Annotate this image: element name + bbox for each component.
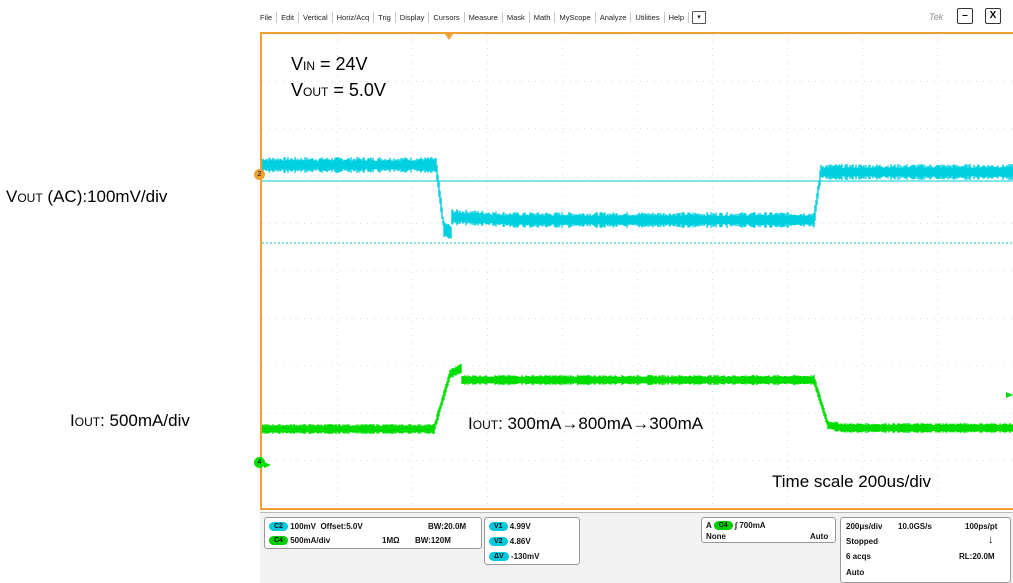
cursor-v1-value: 4.99V — [509, 522, 531, 531]
acq-mode: Auto — [846, 568, 865, 577]
trigger-source-badge: C4 — [713, 521, 733, 531]
menu-mask[interactable]: Mask — [503, 12, 530, 23]
status-panel: C2 100mV Offset:5.0V BW:20.0M C4 500mA/d… — [260, 512, 1013, 583]
menu-analyze[interactable]: Analyze — [596, 12, 632, 23]
trigger-slope-icon: ∫ — [734, 521, 738, 530]
menu-cursors[interactable]: Cursors — [429, 12, 465, 23]
menu-bar: File Edit Vertical Horiz/Acq Trig Displa… — [256, 9, 707, 26]
ch4-bandwidth: BW:120M — [415, 536, 451, 545]
cursor-v1-readout: V1 4.99V — [489, 522, 531, 532]
brand-logo: Tek — [929, 12, 944, 22]
cursor-delta-value: -130mV — [510, 552, 540, 561]
resolution: 100ps/pt — [965, 522, 998, 531]
menu-trig[interactable]: Trig — [374, 12, 396, 23]
menu-display[interactable]: Display — [396, 12, 430, 23]
minimize-button[interactable]: – — [957, 8, 973, 24]
graticule-grid — [262, 34, 1013, 508]
cursor-delta-readout: ΔV -130mV — [489, 552, 540, 562]
ch4-badge: C4 — [269, 536, 288, 546]
sample-rate: 10.0GS/s — [898, 522, 932, 531]
ch2-scale: 100mV — [290, 522, 316, 531]
cursor-v1-badge: V1 — [489, 522, 508, 532]
ch4-impedance: 1MΩ — [382, 536, 400, 545]
menu-dropdown-icon[interactable]: ▾ — [692, 11, 707, 24]
menu-help[interactable]: Help — [665, 12, 690, 23]
trigger-level-icon — [1006, 392, 1013, 398]
ch4-trace — [262, 364, 1013, 434]
cursor-v2-value: 4.86V — [509, 537, 531, 546]
menu-myscope[interactable]: MyScope — [555, 12, 596, 23]
trigger-level: 700mA — [739, 521, 766, 530]
trigger-readout-box[interactable]: A C4 ∫ 700mA None Auto — [701, 517, 836, 543]
ch2-badge: C2 — [269, 522, 288, 532]
acq-down-arrow-icon: ↓ — [988, 534, 994, 546]
ch2-bandwidth: BW:20.0M — [428, 522, 467, 531]
ch2-waveform — [262, 157, 1013, 239]
cursor-delta-badge: ΔV — [489, 552, 509, 562]
acq-count: 6 acqs — [846, 552, 871, 561]
waveform-display[interactable]: 2 4 — [254, 32, 1013, 510]
record-length: RL:20.0M — [959, 552, 995, 561]
timebase: 200μs/div — [846, 522, 883, 531]
close-button[interactable]: X — [985, 8, 1001, 24]
iout-step-annotation: IOUT: 300mA→800mA→300mA — [468, 414, 704, 433]
cursor-readout-box[interactable]: V1 4.99V V2 4.86V ΔV -130mV — [484, 517, 580, 565]
menu-utilities[interactable]: Utilities — [631, 12, 665, 23]
trigger-label: A — [706, 521, 712, 530]
channel-readout-box[interactable]: C2 100mV Offset:5.0V BW:20.0M C4 500mA/d… — [264, 517, 482, 549]
ch4-scale: 500mA/div — [290, 536, 331, 545]
vout-ac-scale-label: VOUT (AC):100mV/div — [6, 187, 168, 206]
ch4-readout[interactable]: C4 500mA/div — [269, 536, 331, 546]
ch4-waveform — [262, 364, 1013, 468]
menu-horiz-acq[interactable]: Horiz/Acq — [333, 12, 375, 23]
menu-measure[interactable]: Measure — [465, 12, 503, 23]
time-scale-annotation: Time scale 200us/div — [772, 472, 932, 491]
trigger-coupling: None — [706, 532, 726, 541]
menu-math[interactable]: Math — [530, 12, 556, 23]
menu-vertical[interactable]: Vertical — [299, 12, 333, 23]
ch2-trace — [262, 157, 1013, 239]
acq-state: Stopped — [846, 537, 878, 546]
trigger-position-icon — [445, 34, 453, 40]
horizontal-readout-box[interactable]: 200μs/div 10.0GS/s 100ps/pt Stopped ↓ 6 … — [840, 517, 1011, 583]
cursor-v2-badge: V2 — [489, 537, 508, 547]
ch2-readout[interactable]: C2 100mV Offset:5.0V — [269, 522, 363, 532]
cursor-v2-readout: V2 4.86V — [489, 537, 531, 547]
waveform-graticule — [262, 34, 1013, 508]
menu-file[interactable]: File — [256, 12, 278, 23]
iout-scale-label: IOUT: 500mA/div — [70, 411, 190, 430]
trigger-source-readout: A C4 ∫ 700mA — [706, 521, 766, 531]
vin-annotation: VIN = 24V — [291, 54, 368, 74]
ch2-offset: Offset:5.0V — [320, 522, 363, 531]
vout-annotation: VOUT = 5.0V — [291, 80, 386, 100]
ch2-marker[interactable]: 2 — [254, 169, 265, 180]
menu-edit[interactable]: Edit — [277, 12, 300, 23]
ch4-marker[interactable]: 4 — [254, 457, 265, 468]
ch4-baseline-icon — [264, 462, 271, 468]
trigger-mode: Auto — [810, 532, 829, 541]
